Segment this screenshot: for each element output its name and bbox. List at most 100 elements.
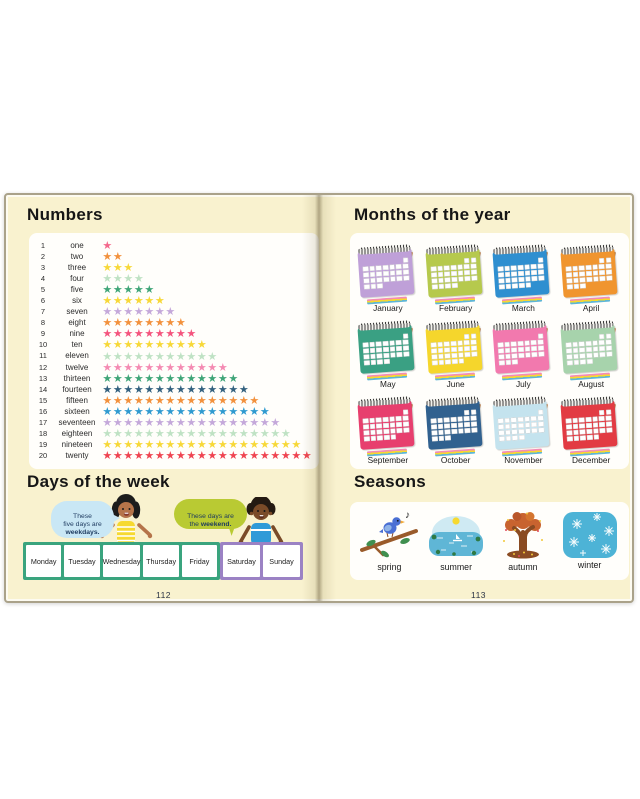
star-icon: ★ xyxy=(217,405,228,418)
star-icon: ★ xyxy=(133,350,144,363)
calendar-date-square xyxy=(450,416,456,423)
star-icon: ★ xyxy=(186,438,197,451)
star-icon: ★ xyxy=(259,427,270,440)
month-label: December xyxy=(571,455,611,465)
star-row: ★★★★★★★★★★★★★★ xyxy=(102,383,249,396)
star-icon: ★ xyxy=(196,383,207,396)
calendar-date-square xyxy=(538,421,545,427)
calendar-date-square xyxy=(512,277,518,283)
calendar-date-square xyxy=(369,271,376,278)
calendar-date-square xyxy=(498,354,505,360)
star-icon: ★ xyxy=(186,328,197,341)
star-icon: ★ xyxy=(112,339,123,352)
calendar-date-square xyxy=(518,423,525,429)
star-row: ★★★★ xyxy=(102,272,144,285)
calendar-page-edges xyxy=(570,372,611,380)
month-cell: January xyxy=(354,239,422,315)
calendar-date-square xyxy=(436,341,443,348)
calendar-date-square xyxy=(579,271,586,277)
calendar-date-square xyxy=(389,264,395,270)
calendar-date-square xyxy=(565,342,572,348)
calendar-date-square xyxy=(524,416,531,422)
calendar-date-square xyxy=(470,415,476,421)
number-word: fourteen xyxy=(62,384,92,394)
calendar-date-square xyxy=(518,353,525,359)
calendar-date-square xyxy=(370,436,377,442)
calendar-date-square xyxy=(470,339,476,345)
calendar-date-square xyxy=(470,263,476,269)
calendar-date-square xyxy=(437,278,444,284)
calendar-date-square xyxy=(498,424,505,430)
autumn-icon xyxy=(502,512,543,559)
number-value: 6 xyxy=(40,296,46,306)
calendar-date-square xyxy=(505,360,512,366)
star-icon: ★ xyxy=(133,438,144,451)
calendar-date-square xyxy=(566,278,573,284)
day-cell: Monday xyxy=(26,545,62,577)
calendar-date-grid xyxy=(565,409,613,442)
star-icon: ★ xyxy=(175,372,186,385)
numbers-row: 19 nineteen ★★★★★★★★★★★★★★★★★★★ xyxy=(34,439,317,450)
star-icon: ★ xyxy=(154,449,165,462)
numbers-row: 7 seven ★★★★★★★ xyxy=(34,306,317,318)
calendar-date-square xyxy=(572,423,579,430)
star-icon: ★ xyxy=(123,438,134,451)
star-row: ★★★★★★★★★★★★★★★★ xyxy=(102,405,270,418)
calendar-date-square xyxy=(585,416,592,423)
star-icon: ★ xyxy=(175,394,186,407)
number-value: 15 xyxy=(38,395,48,405)
calendar-date-square xyxy=(592,422,599,428)
seasons-panel: ♪ spring xyxy=(350,502,629,580)
calendar-date-square xyxy=(443,417,450,423)
calendar-spiral-binding xyxy=(493,320,546,331)
calendar-date-square xyxy=(606,345,612,351)
month-cell: February xyxy=(422,239,490,315)
number-word: seventeen xyxy=(58,417,96,427)
svg-text:♪: ♪ xyxy=(405,510,410,521)
star-icon: ★ xyxy=(112,350,123,363)
calendar-date-square xyxy=(586,271,592,277)
number-value: 16 xyxy=(38,406,48,416)
star-icon: ★ xyxy=(123,262,134,275)
number-value: 20 xyxy=(38,450,48,460)
star-icon: ★ xyxy=(228,394,239,407)
calendar-date-square xyxy=(573,436,580,442)
star-icon: ★ xyxy=(133,383,144,396)
numbers-row: 8 eight ★★★★★★★★ xyxy=(34,317,317,329)
calendar-face xyxy=(492,320,550,374)
numbers-row: 12 twelve ★★★★★★★★★★★★ xyxy=(34,362,317,373)
star-icon: ★ xyxy=(238,394,249,407)
calendar-date-square xyxy=(376,353,383,359)
month-cell: April xyxy=(557,239,625,315)
calendar-date-square xyxy=(470,333,476,339)
day-cell: Friday xyxy=(181,545,218,577)
calendar-date-square xyxy=(593,276,599,282)
star-icon: ★ xyxy=(228,449,239,462)
calendar-date-square xyxy=(498,278,505,284)
number-word: eighteen xyxy=(61,428,93,438)
calendar-date-square xyxy=(444,283,451,289)
calendar-date-square xyxy=(456,264,463,270)
calendar-date-square xyxy=(395,340,402,346)
calendar-face xyxy=(425,396,483,450)
calendar-date-square xyxy=(470,409,476,415)
star-icon: ★ xyxy=(154,427,165,440)
star-row: ★★★★★★★★★★★ xyxy=(102,350,218,363)
star-icon: ★ xyxy=(259,438,270,451)
desk-calendar-graphic xyxy=(492,320,553,380)
calendar-date-square xyxy=(511,265,518,271)
star-icon: ★ xyxy=(175,427,186,440)
calendar-date-square xyxy=(580,283,587,289)
star-icon: ★ xyxy=(238,405,249,418)
season-autumn: autumn xyxy=(491,510,555,572)
star-icon: ★ xyxy=(112,372,123,385)
star-icon: ★ xyxy=(217,438,228,451)
calendar-date-square xyxy=(436,265,443,272)
star-row: ★★★ xyxy=(102,261,134,274)
star-icon: ★ xyxy=(102,240,113,253)
calendar-date-square xyxy=(470,257,476,263)
number-value: 2 xyxy=(40,252,46,262)
calendar-spiral-binding xyxy=(493,244,546,255)
star-icon: ★ xyxy=(196,339,207,352)
calendar-date-square xyxy=(593,434,600,440)
